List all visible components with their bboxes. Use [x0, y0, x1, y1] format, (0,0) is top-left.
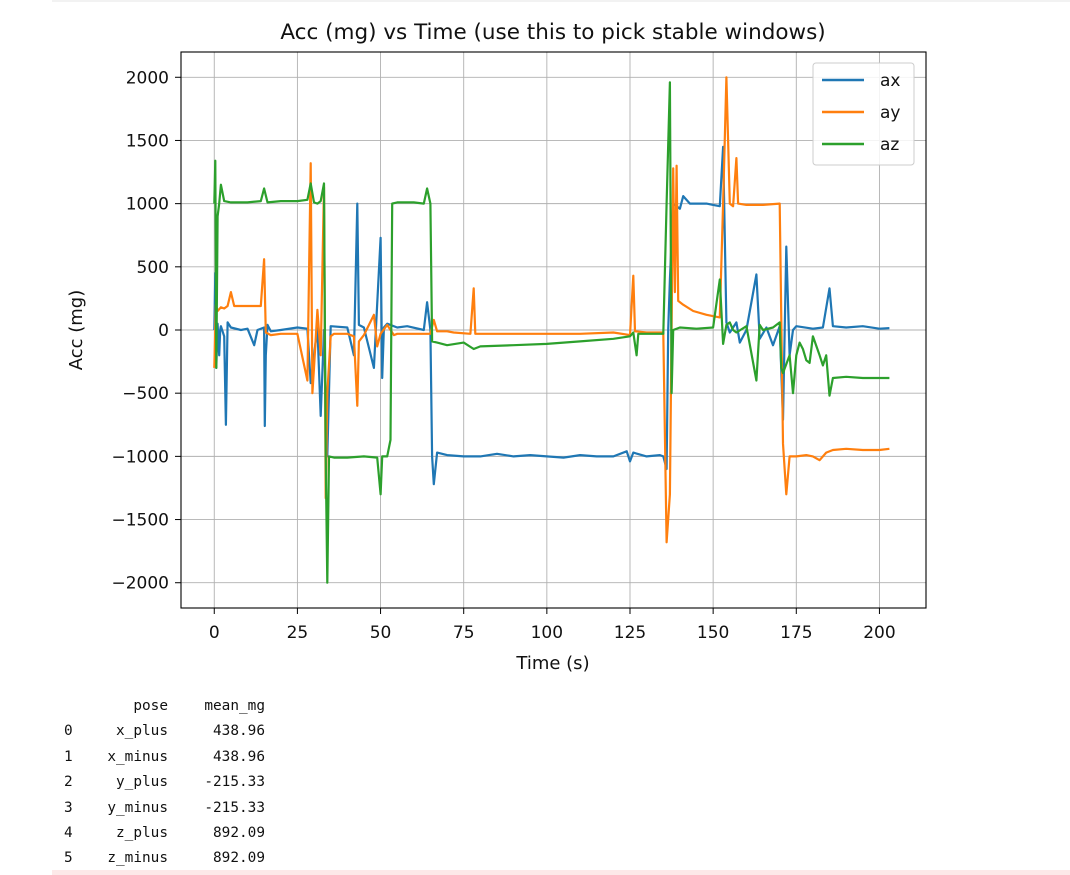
x-tick-label: 25: [287, 623, 309, 643]
x-tick-label: 150: [697, 623, 729, 643]
series-line-az: [213, 81, 890, 584]
y-axis-label: Acc (mg): [66, 290, 87, 371]
table-row: 1 x_minus 438.96: [64, 745, 265, 770]
series-line-ay: [213, 76, 890, 544]
row-pose: x_plus: [116, 723, 168, 740]
x-tick-label: 75: [453, 623, 475, 643]
row-index: 5: [64, 850, 73, 867]
table-header-pose: pose: [133, 698, 168, 714]
y-tick-label: 1500: [126, 131, 169, 151]
table-row: 3 y_minus -215.33: [64, 796, 265, 821]
row-index: 2: [64, 774, 73, 791]
y-tick-label: −1500: [111, 511, 169, 531]
legend-label-ax: ax: [880, 71, 900, 91]
y-ticks: 2000 1500 1000 500 0 −500 −1000 −1500 −2000: [111, 68, 181, 594]
x-tick-label: 100: [531, 623, 563, 643]
row-mean: -215.33: [204, 774, 265, 791]
row-pose: z_plus: [116, 825, 168, 842]
x-tick-label: 0: [209, 623, 220, 643]
legend-label-az: az: [880, 135, 899, 155]
row-pose: z_minus: [107, 850, 168, 867]
table-row: 2 y_plus -215.33: [64, 770, 265, 795]
x-tick-label: 50: [370, 623, 392, 643]
pose-mean-table: pose mean_mg 0 x_plus 438.96 1 x_minus 4…: [64, 694, 265, 872]
y-tick-label: −1000: [111, 447, 169, 467]
gridlines: [181, 52, 926, 608]
row-index: 0: [64, 723, 73, 740]
row-index: 1: [64, 748, 73, 765]
row-pose: x_minus: [107, 748, 168, 765]
row-pose: y_plus: [116, 774, 168, 791]
legend: ax ay az: [812, 62, 915, 166]
output-top-rule: [52, 0, 1070, 2]
table-row: 0 x_plus 438.96: [64, 719, 265, 744]
row-index: 4: [64, 825, 73, 842]
x-axis-label: Time (s): [515, 653, 589, 674]
series-line-ax: [213, 145, 890, 486]
x-ticks: 0 25 50 75 100 125 150 175 200: [209, 608, 896, 643]
table-header-index: [64, 694, 90, 719]
acc-vs-time-chart: 0 25 50 75 100 125 150 175 200 2000 1500 1000 500 0 −…: [66, 20, 927, 674]
x-tick-label: 200: [863, 623, 895, 643]
row-pose: y_minus: [107, 799, 168, 816]
legend-frame: [812, 62, 915, 166]
y-tick-label: −2000: [111, 574, 169, 594]
table-header-row: pose mean_mg: [64, 694, 265, 719]
series-lines: [213, 76, 890, 584]
row-mean: 438.96: [213, 723, 265, 740]
row-index: 3: [64, 799, 73, 816]
row-mean: 438.96: [213, 748, 265, 765]
row-mean: -215.33: [204, 799, 265, 816]
y-tick-label: 1000: [126, 195, 169, 215]
table-row: 4 z_plus 892.09: [64, 821, 265, 846]
output-bottom-rule: [52, 870, 1070, 875]
chart-title: Acc (mg) vs Time (use this to pick stabl…: [280, 20, 825, 45]
x-tick-label: 175: [780, 623, 812, 643]
y-tick-label: 0: [158, 321, 169, 341]
legend-label-ay: ay: [880, 103, 900, 123]
row-mean: 892.09: [213, 850, 265, 867]
row-mean: 892.09: [213, 825, 265, 842]
y-tick-label: −500: [122, 384, 169, 404]
table-header-mean: mean_mg: [204, 698, 265, 714]
table-row: 5 z_minus 892.09: [64, 846, 265, 871]
y-tick-label: 2000: [126, 68, 169, 88]
y-tick-label: 500: [137, 258, 169, 278]
x-tick-label: 125: [614, 623, 646, 643]
